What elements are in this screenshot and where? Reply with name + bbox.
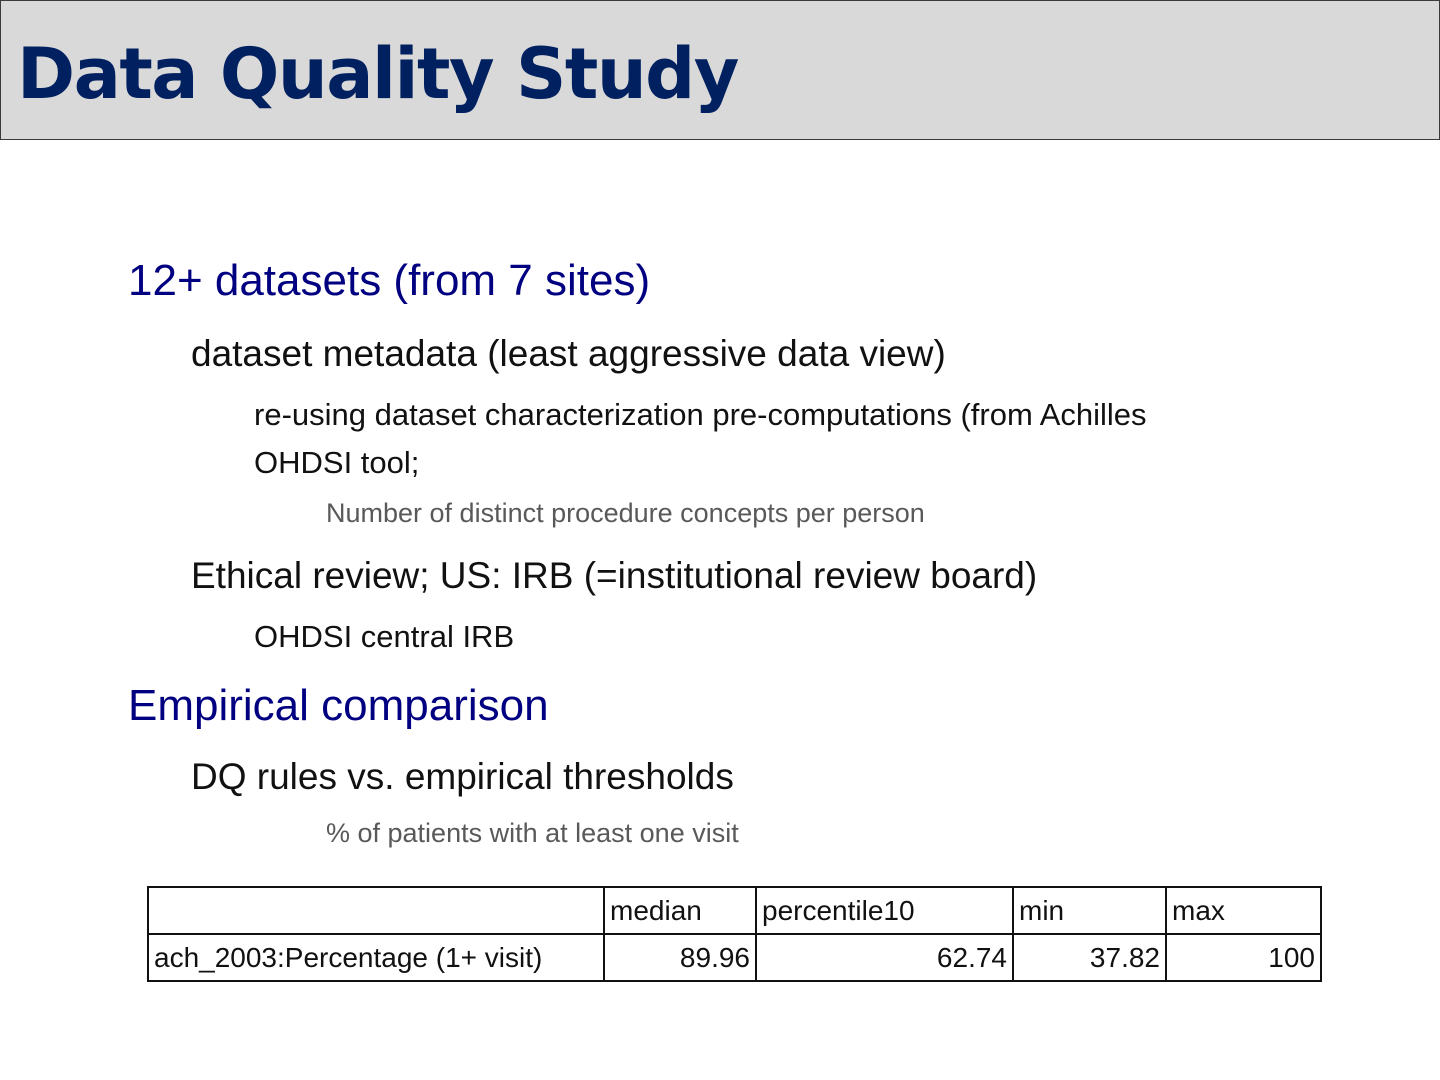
header-cell-empty (147, 886, 605, 935)
bullet-procedure-concepts: Number of distinct procedure concepts pe… (326, 498, 925, 528)
bullet-reusing-precomputations: re-using dataset characterization pre-co… (254, 391, 1147, 487)
stats-table-container: median percentile10 min max ach_2003:Per… (147, 886, 1322, 982)
bullet-empirical-comparison: Empirical comparison (128, 681, 549, 730)
bullet-reusing-line1: re-using dataset characterization pre-co… (254, 397, 1147, 432)
bullet-ethical-review: Ethical review; US: IRB (=institutional … (191, 555, 1038, 596)
title-bar: Data Quality Study (0, 0, 1440, 140)
header-cell-median: median (603, 886, 757, 935)
table-header-row: median percentile10 min max (147, 886, 1322, 935)
bullet-patients-visit: % of patients with at least one visit (326, 818, 739, 848)
table-row: ach_2003:Percentage (1+ visit) 89.96 62.… (147, 933, 1322, 982)
bullet-reusing-line2: OHDSI tool; (254, 445, 420, 480)
row-label-cell: ach_2003:Percentage (1+ visit) (147, 933, 605, 982)
bullet-dataset-metadata: dataset metadata (least aggressive data … (191, 333, 946, 374)
bullet-dq-rules: DQ rules vs. empirical thresholds (191, 756, 734, 797)
header-cell-min: min (1012, 886, 1167, 935)
median-cell: 89.96 (603, 933, 757, 982)
percentile10-cell: 62.74 (755, 933, 1014, 982)
max-cell: 100 (1165, 933, 1322, 982)
header-cell-max: max (1165, 886, 1322, 935)
stats-table: median percentile10 min max ach_2003:Per… (147, 886, 1322, 982)
header-cell-percentile10: percentile10 (755, 886, 1014, 935)
min-cell: 37.82 (1012, 933, 1167, 982)
bullet-datasets: 12+ datasets (from 7 sites) (128, 256, 651, 305)
bullet-central-irb: OHDSI central IRB (254, 619, 515, 654)
slide-title: Data Quality Study (17, 33, 739, 115)
